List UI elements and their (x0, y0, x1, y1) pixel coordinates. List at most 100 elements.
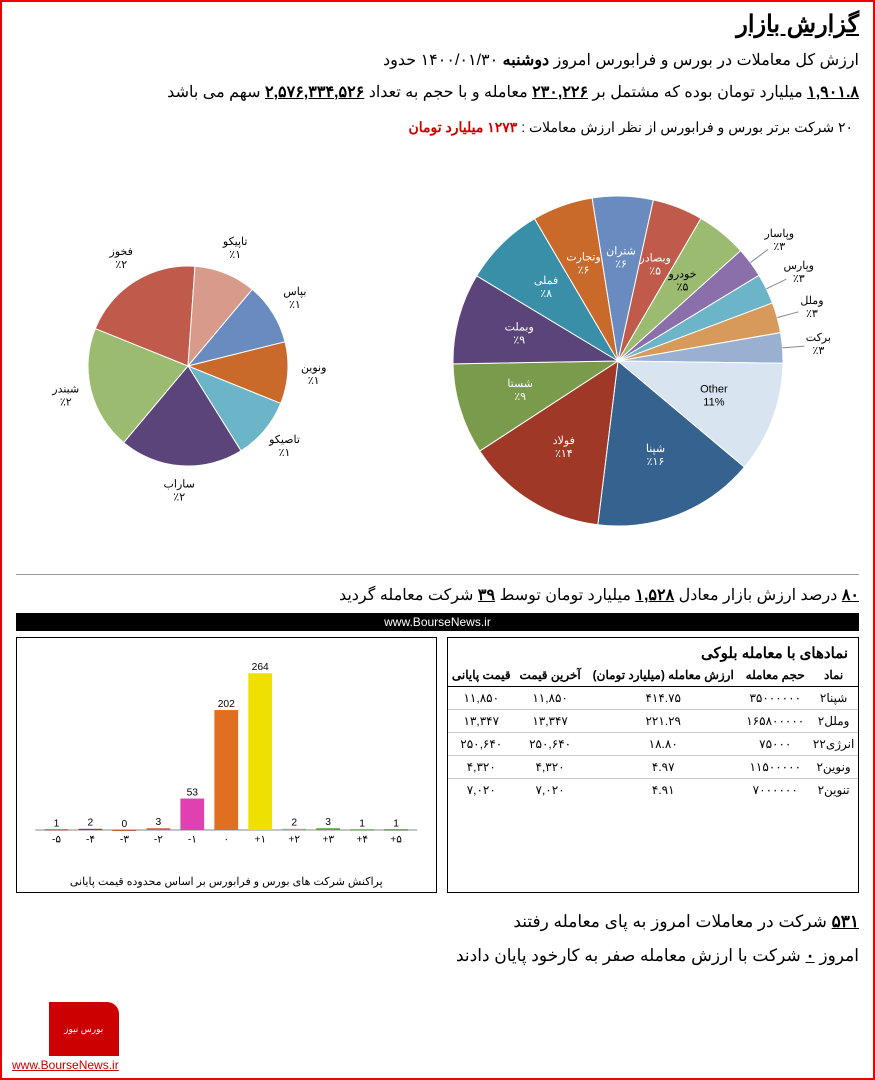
bar (248, 673, 272, 830)
table-cell: ۱۳,۳۴۷ (515, 710, 585, 733)
pie-slice-pct: ٪۲ (174, 492, 186, 504)
t: امروز (815, 946, 859, 965)
table-row: ونوین۲۱۱۵۰۰۰۰۰۴.۹۷۴,۳۲۰۴,۳۲۰ (448, 756, 859, 779)
table-col-header: آخرین قیمت (515, 664, 585, 687)
bar-value-label: 1 (393, 818, 399, 829)
table-cell: ۲۵۰,۶۴۰ (515, 733, 585, 756)
table-col-header: حجم معامله (741, 664, 809, 687)
table-cell: ۴,۳۲۰ (515, 756, 585, 779)
bar (79, 829, 103, 830)
market-share-stat: ۸۰ درصد ارزش بازار معادل ۱,۵۲۸ میلیارد ت… (2, 579, 873, 611)
trade-count: ۲۳۰,۲۲۶ (532, 84, 588, 101)
main-pie-chart: شپنا٪۱۶فولاد٪۱۴شستا٪۹وبملت٪۹فملی٪۸وتجارت… (383, 146, 863, 556)
pie-slice-label: تاپیکو (222, 236, 248, 248)
pie-slice-label: فملی (534, 275, 558, 287)
pie-slice-label: خودرو (668, 269, 697, 281)
val: ۱,۵۲۸ (635, 587, 674, 604)
header-section: گزارش بازار ارزش کل معاملات در بورس و فر… (2, 2, 873, 117)
table-cell: ۷,۰۲۰ (515, 779, 585, 802)
site-link[interactable]: www.BourseNews.ir (12, 1058, 119, 1072)
pie-slice-pct: ٪۱ (230, 249, 242, 261)
t: معامله و با حجم به تعداد (364, 84, 527, 101)
pie-slice-pct: ٪۲ (60, 396, 72, 408)
pie-slice-label: شبندر (52, 383, 80, 395)
table-cell: ونوین۲ (809, 756, 858, 779)
bar-category-label: ۳+ (322, 834, 334, 845)
bar-category-label: ۳- (120, 834, 129, 845)
table-col-header: ارزش معامله (میلیارد تومان) (585, 664, 741, 687)
small-pie-wrap: شبندر٪۲فخوز٪۲تاپیکو٪۱بپاس٪۱ونوین٪۱تاصیکو… (12, 146, 358, 556)
bar-category-label: ۴+ (356, 834, 368, 845)
pie-slice-pct: ٪۱۶ (647, 456, 665, 468)
site-banner: www.BourseNews.ir (16, 613, 859, 631)
pie-slice-label: شپنا (646, 443, 665, 455)
bar-value-label: 2 (291, 818, 297, 829)
bar-category-label: ۵+ (390, 834, 402, 845)
pie-slice-label: وتجارت (566, 252, 601, 264)
pie-slice-pct: ٪۸ (540, 288, 552, 300)
table-cell: ۱۱,۸۵۰ (515, 687, 585, 710)
pie-slice-label: فولاد (553, 435, 575, 447)
pie-slice-pct: ٪۶ (615, 259, 627, 271)
block-trades-table-box: نمادهای با معامله بلوکی نمادحجم معاملهار… (447, 637, 860, 893)
table-row: تنوین۲۷۰۰۰۰۰۰۴.۹۱۷,۰۲۰۷,۰۲۰ (448, 779, 859, 802)
bar-chart-title: پراکنش شرکت های بورس و فرابورس بر اساس م… (17, 875, 436, 888)
market-report-page: گزارش بازار ارزش کل معاملات در بورس و فر… (0, 0, 875, 1080)
bar-category-label: ۰ (223, 834, 229, 845)
bar (384, 829, 408, 830)
pie-slice-label: فخوز (109, 246, 133, 258)
main-pie-wrap: شپنا٪۱۶فولاد٪۱۴شستا٪۹وبملت٪۹فملی٪۸وتجارت… (378, 146, 863, 556)
bar-value-label: 202 (218, 699, 235, 710)
table-col-header: نماد (809, 664, 858, 687)
bar-category-label: ۲+ (288, 834, 300, 845)
bar-value-label: 2 (88, 818, 94, 829)
table-cell: انرژی۲۲ (809, 733, 858, 756)
table-row: وملل۲۱۶۵۸۰۰۰۰۰۲۲۱.۲۹۱۳,۳۴۷۱۳,۳۴۷ (448, 710, 859, 733)
pie-slice-pct: ٪۳ (812, 345, 824, 357)
table-header-row: نمادحجم معاملهارزش معامله (میلیارد تومان… (448, 664, 859, 687)
pie-slice-pct: ٪۱ (308, 375, 320, 387)
bar-value-label: 264 (252, 662, 269, 673)
bar (112, 830, 136, 831)
pie-slice-label: ونوین (301, 362, 327, 374)
table-cell: ۱۱,۸۵۰ (448, 687, 516, 710)
t: ۲۰ شرکت برتر بورس و فرابورس از نظر ارزش … (517, 119, 853, 135)
share-count: ۲,۵۷۶,۳۳۴,۵۲۶ (265, 84, 364, 101)
table-col-header: قیمت پایانی (448, 664, 516, 687)
table-cell: ۱۳,۳۴۷ (448, 710, 516, 733)
bar (146, 828, 170, 830)
pie-slice-label: وبملت (505, 321, 534, 333)
table-cell: ۲۲۱.۲۹ (585, 710, 741, 733)
footer-stats: ۵۳۱ شرکت در معاملات امروز به پای معامله … (2, 897, 873, 975)
bar (214, 710, 238, 830)
bar (45, 829, 69, 830)
t: شرکت در معاملات امروز به پای معامله رفتن… (513, 912, 827, 931)
bar-value-label: 3 (155, 817, 161, 828)
bar-value-label: 3 (325, 817, 331, 828)
pie-slice-pct: ٪۱۴ (555, 448, 573, 460)
t: ارزش کل معاملات در بورس و فرابورس امروز (549, 52, 859, 69)
bar-value-label: 53 (187, 787, 199, 798)
pie-slice-pct: ٪۲ (116, 259, 128, 271)
table-cell: وملل۲ (809, 710, 858, 733)
pie-slice-label: شستا (507, 378, 533, 390)
divider (16, 574, 859, 575)
table-row: شپنا۲۳۵۰۰۰۰۰۰۴۱۴.۷۵۱۱,۸۵۰۱۱,۸۵۰ (448, 687, 859, 710)
pie-slice-pct: ٪۶ (578, 265, 590, 277)
pie-slice-label: وپاسار (763, 228, 794, 240)
pie-slice-pct: ٪۵ (649, 266, 661, 278)
pie-slice-pct: ٪۹ (514, 391, 526, 403)
pct: ۸۰ (842, 587, 859, 604)
t: درصد ارزش بازار معادل (674, 587, 837, 604)
t: شرکت با ارزش معامله صفر به کارخود پایان … (456, 946, 801, 965)
breakdown-pie-chart: شبندر٪۲فخوز٪۲تاپیکو٪۱بپاس٪۱ونوین٪۱تاصیکو… (28, 146, 358, 556)
pie-charts-area: شپنا٪۱۶فولاد٪۱۴شستا٪۹وبملت٪۹فملی٪۸وتجارت… (2, 142, 873, 570)
table-cell: ۷,۰۲۰ (448, 779, 516, 802)
pie-value: ۱۲۷۳ میلیارد تومان (408, 119, 517, 135)
pie-slice-label: شتران (606, 246, 636, 258)
pie-slice-label: Other (700, 384, 728, 396)
t: میلیارد تومان توسط (495, 587, 631, 604)
bar-category-label: ۲- (154, 834, 163, 845)
pie-slice-label: وملل (800, 295, 823, 307)
table-cell: ۳۵۰۰۰۰۰۰ (741, 687, 809, 710)
